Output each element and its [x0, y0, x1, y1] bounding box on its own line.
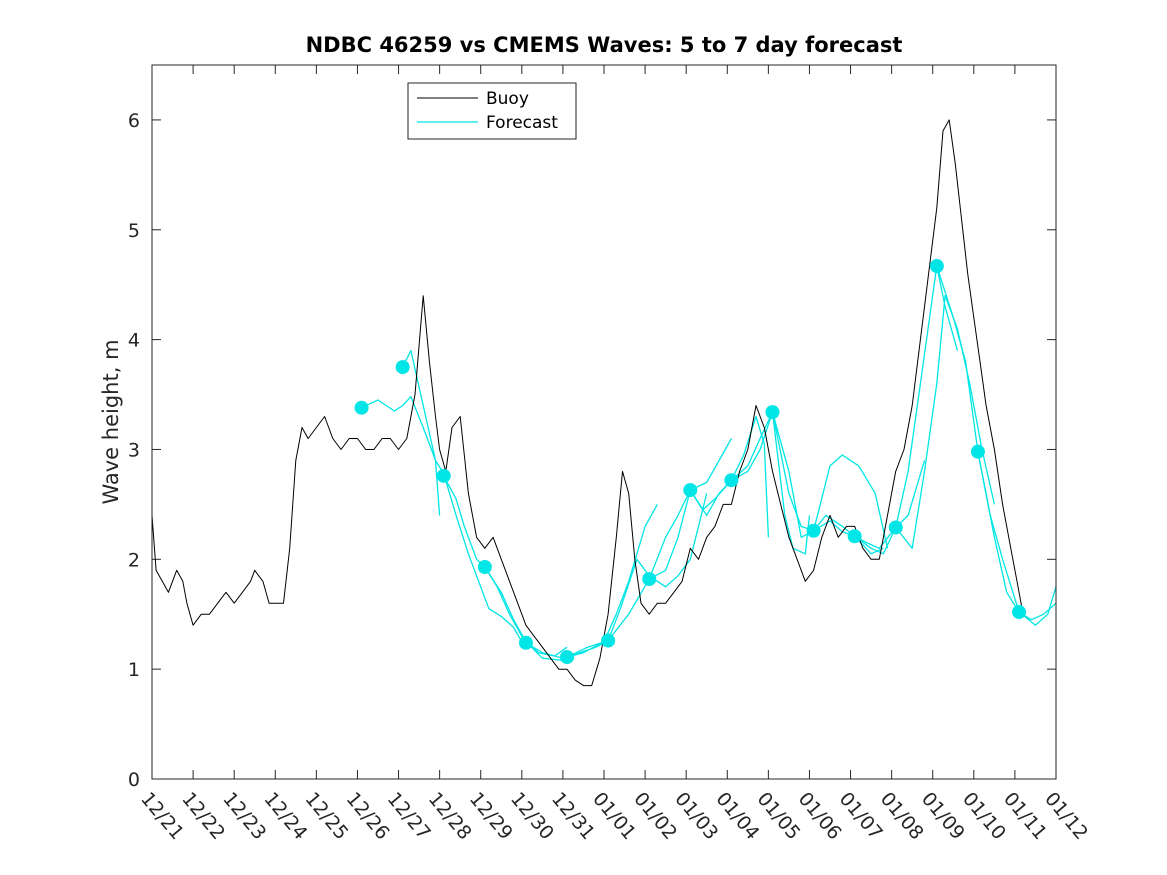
y-tick-label: 4	[128, 330, 140, 352]
y-tick-label: 1	[128, 659, 140, 681]
forecast-marker	[396, 360, 410, 374]
plot-area	[152, 65, 1056, 779]
forecast-marker	[807, 524, 821, 538]
forecast-marker	[889, 520, 903, 534]
legend: Buoy Forecast	[408, 83, 576, 139]
forecast-marker	[848, 529, 862, 543]
forecast-marker	[519, 636, 533, 650]
forecast-marker	[642, 572, 656, 586]
forecast-marker	[601, 634, 615, 648]
forecast-marker	[1012, 605, 1026, 619]
chart-title: NDBC 46259 vs CMEMS Waves: 5 to 7 day fo…	[306, 33, 903, 57]
y-tick-label: 2	[128, 549, 140, 571]
y-tick-label: 6	[128, 110, 140, 132]
y-tick-label: 0	[128, 769, 140, 791]
forecast-marker	[437, 469, 451, 483]
wave-height-chart: NDBC 46259 vs CMEMS Waves: 5 to 7 day fo…	[0, 0, 1167, 875]
y-axis-label: Wave height, m	[99, 339, 123, 504]
forecast-marker	[765, 405, 779, 419]
forecast-marker	[355, 401, 369, 415]
y-tick-label: 3	[128, 439, 140, 461]
legend-buoy-label: Buoy	[486, 89, 529, 109]
y-tick-label: 5	[128, 220, 140, 242]
forecast-marker	[971, 445, 985, 459]
forecast-marker	[478, 560, 492, 574]
legend-forecast-label: Forecast	[486, 113, 558, 133]
forecast-marker	[724, 473, 738, 487]
forecast-marker	[560, 650, 574, 664]
forecast-marker	[683, 483, 697, 497]
forecast-marker	[930, 259, 944, 273]
